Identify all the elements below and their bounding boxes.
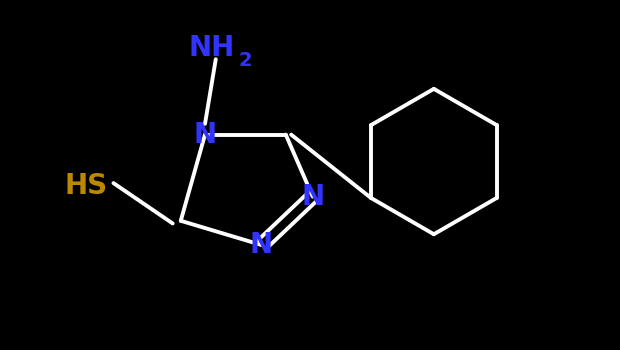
Text: 2: 2 [238, 51, 252, 70]
Text: N: N [301, 183, 324, 211]
Text: NH: NH [188, 34, 234, 62]
Text: HS: HS [65, 172, 108, 200]
Text: N: N [193, 121, 216, 149]
Text: N: N [250, 231, 273, 259]
